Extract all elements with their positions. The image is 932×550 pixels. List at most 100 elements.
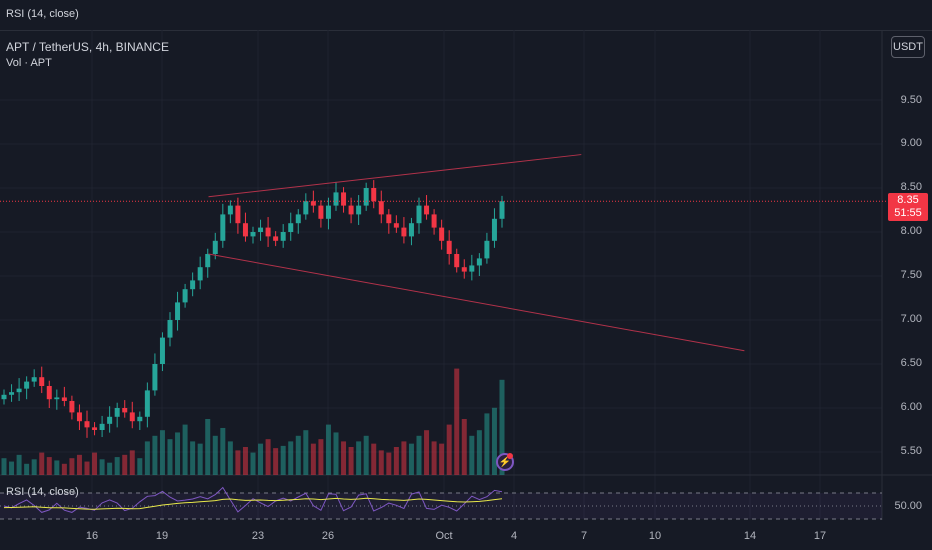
volume-bar — [439, 443, 445, 475]
candle-body — [167, 320, 173, 338]
time-tick: 17 — [813, 530, 827, 542]
rsi-label[interactable]: RSI (14, close) — [6, 486, 79, 498]
volume-bar — [416, 435, 422, 475]
candle-body — [92, 427, 98, 430]
candle-body — [408, 223, 414, 237]
trendline — [208, 154, 582, 198]
volume-bar — [182, 424, 188, 475]
candle-body — [220, 214, 226, 241]
currency-button[interactable]: USDT — [891, 36, 925, 58]
candle-body — [9, 392, 15, 395]
candle-body — [258, 227, 264, 232]
notification-dot — [507, 453, 513, 459]
volume-bar — [31, 459, 37, 475]
volume-bar — [325, 424, 331, 475]
volume-bar — [273, 448, 279, 475]
volume-bar — [159, 430, 165, 475]
volume-bar — [152, 435, 158, 475]
volume-bar — [175, 432, 181, 475]
candle-body — [190, 280, 196, 290]
volume-bar — [484, 413, 490, 475]
candle-body — [235, 205, 241, 224]
current-price-value: 8.35 — [897, 194, 919, 206]
time-tick: 7 — [580, 530, 588, 542]
candle-body — [24, 381, 30, 389]
candle-body — [499, 201, 505, 219]
top-indicator-bar — [0, 0, 932, 31]
volume-bar — [356, 441, 362, 475]
volume-bar — [84, 461, 90, 475]
candle-body — [424, 205, 430, 215]
candle-body — [46, 386, 52, 400]
candle-body — [333, 192, 339, 206]
price-tick: 9.50 — [900, 94, 922, 106]
candle-body — [99, 423, 105, 430]
volume-bar — [348, 447, 354, 475]
candle-body — [303, 201, 309, 215]
candle-body — [378, 201, 384, 215]
candle-body — [16, 388, 22, 393]
time-tick: 14 — [743, 530, 757, 542]
candle-body — [205, 254, 211, 268]
volume-bar — [197, 443, 203, 475]
volume-bar — [333, 432, 339, 475]
candle-body — [182, 289, 188, 303]
trendline — [208, 253, 745, 352]
volume-bar — [129, 450, 135, 475]
volume-bar — [137, 458, 143, 475]
candle-body — [416, 205, 422, 224]
candle-body — [401, 227, 407, 237]
volume-bar — [46, 457, 52, 475]
candle-body — [356, 205, 362, 215]
candle-body — [76, 412, 82, 422]
volume-bar — [250, 452, 256, 475]
symbol-title[interactable]: APT / TetherUS, 4h, BINANCE — [6, 40, 169, 54]
candle-body — [250, 232, 256, 237]
candle-body — [491, 218, 497, 241]
candle-body — [348, 205, 354, 215]
candle-body — [242, 223, 248, 237]
volume-bar — [371, 443, 377, 475]
volume-bar — [378, 450, 384, 475]
volume-bar — [363, 435, 369, 475]
candle-body — [129, 412, 135, 422]
volume-bar — [310, 443, 316, 475]
volume-bar — [212, 435, 218, 475]
candle-body — [484, 240, 490, 259]
volume-bar — [280, 445, 286, 475]
price-tick: 8.00 — [900, 225, 922, 237]
volume-bar — [401, 441, 407, 475]
time-tick: 4 — [510, 530, 518, 542]
volume-label[interactable]: Vol · APT — [6, 57, 52, 69]
volume-bar — [167, 439, 173, 475]
top-indicator-label[interactable]: RSI (14, close) — [6, 8, 79, 20]
volume-bar — [265, 439, 271, 475]
candle-body — [152, 364, 158, 391]
volume-bar — [16, 454, 22, 475]
candle-body — [454, 254, 460, 268]
volume-bar — [446, 424, 452, 475]
price-tick: 6.50 — [900, 357, 922, 369]
current-price-badge: 8.35 51:55 — [888, 193, 928, 221]
candle-body — [273, 236, 279, 241]
price-tick: 5.50 — [900, 445, 922, 457]
volume-bar — [288, 441, 294, 475]
volume-bar — [454, 368, 460, 475]
candle-body — [469, 265, 475, 272]
volume-bar — [295, 435, 301, 475]
candle-body — [431, 214, 437, 228]
volume-bar — [318, 439, 324, 475]
volume-bar — [39, 452, 45, 475]
rsi-line — [3, 486, 503, 513]
volume-bar — [205, 419, 211, 475]
rsi-ma-line — [3, 497, 503, 510]
volume-bar — [190, 441, 196, 475]
volume-bar — [476, 430, 482, 475]
candle-body — [61, 397, 67, 401]
rsi-axis-value: 50.00 — [894, 500, 922, 512]
volume-bar — [393, 447, 399, 475]
time-tick: Oct — [435, 530, 453, 542]
volume-bar — [1, 458, 7, 475]
volume-bar — [303, 430, 309, 475]
